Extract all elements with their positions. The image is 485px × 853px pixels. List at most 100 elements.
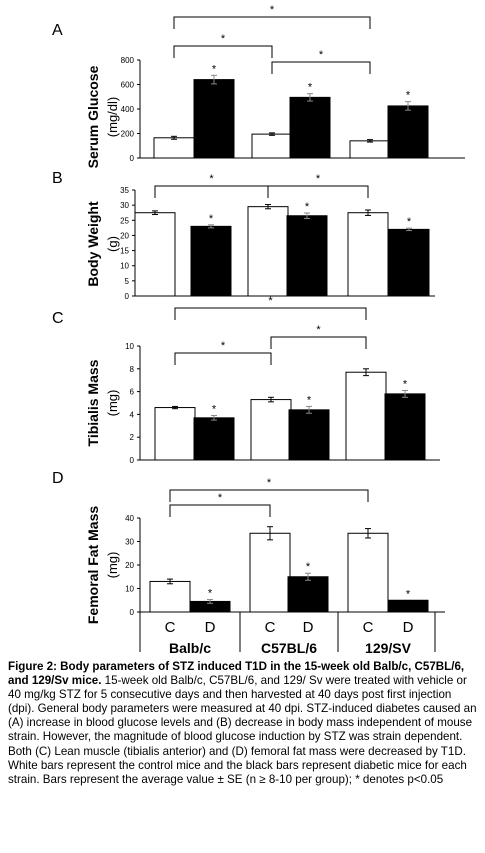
significance-bracket: [154, 185, 269, 198]
bar-control: [345, 371, 387, 461]
y-tick-label: 400: [121, 105, 135, 114]
significance-mark: *: [212, 63, 217, 75]
bar-control: [247, 206, 289, 297]
bracket-label: *: [209, 173, 214, 185]
bar-control: [134, 212, 176, 297]
y-tick-label: 4: [130, 410, 135, 419]
y-tick-label: 35: [120, 186, 129, 195]
group-sublabel: D: [403, 619, 414, 636]
y-tick-label: 30: [120, 201, 129, 210]
significance-mark: *: [306, 561, 311, 573]
significance-bracket: [174, 307, 367, 320]
bar-diabetic: [289, 96, 331, 159]
bar-control: [249, 532, 291, 613]
significance-mark: *: [403, 378, 408, 390]
significance-bracket: [169, 504, 271, 517]
significance-bracket: [169, 489, 369, 502]
bar-diabetic: [387, 105, 429, 159]
bracket-label: *: [267, 477, 272, 489]
bar-diabetic: [190, 225, 232, 297]
caption-body: 15-week old Balb/c, C57BL/6, and 129/ Sv…: [8, 674, 477, 786]
category-label: 129/SV: [365, 640, 412, 655]
y-tick-label: 0: [130, 456, 135, 465]
group-sublabel: D: [303, 619, 314, 636]
y-tick-label: 0: [130, 608, 135, 617]
bracket-label: *: [268, 295, 273, 307]
significance-mark: *: [307, 394, 312, 406]
y-tick-label: 0: [130, 154, 135, 163]
y-tick-label: 0: [125, 292, 130, 301]
bar-diabetic: [193, 79, 235, 159]
group-sublabel: C: [265, 619, 276, 636]
y-tick-label: 15: [120, 247, 129, 256]
bracket-label: *: [218, 492, 223, 504]
significance-bracket: [270, 336, 367, 349]
y-tick-label: 25: [120, 216, 129, 225]
bar-control: [250, 399, 292, 461]
bar-diabetic: [286, 215, 328, 297]
bar-control: [153, 137, 195, 159]
bar-control: [154, 407, 196, 461]
bracket-label: *: [221, 340, 226, 352]
group-sublabel: C: [165, 619, 176, 636]
y-tick-label: 800: [121, 56, 135, 65]
significance-mark: *: [407, 216, 412, 228]
bar-diabetic: [388, 228, 430, 297]
significance-bracket: [174, 352, 272, 365]
panel-letter: C: [52, 310, 64, 327]
category-label: C57BL/6: [261, 640, 317, 655]
y-tick-label: 30: [125, 538, 134, 547]
y-tick-label: 200: [121, 130, 135, 139]
y-axis-unit: (mg/dl): [105, 97, 120, 137]
y-axis-label: Body Weight: [85, 201, 101, 287]
y-axis-label: Serum Glucose: [85, 65, 101, 168]
significance-mark: *: [406, 90, 411, 102]
bar-control: [347, 212, 389, 297]
y-tick-label: 10: [125, 342, 134, 351]
significance-mark: *: [308, 82, 313, 94]
significance-mark: *: [208, 588, 213, 600]
y-axis-label: Femoral Fat Mass: [85, 506, 101, 624]
panel-letter: B: [52, 170, 63, 187]
bar-diabetic: [384, 393, 426, 461]
panel-letter: D: [52, 470, 64, 487]
panel-letter: A: [52, 22, 63, 39]
bar-control: [251, 133, 293, 159]
significance-mark: *: [212, 404, 217, 416]
significance-mark: *: [209, 213, 214, 225]
bar-diabetic: [287, 576, 329, 613]
significance-mark: *: [305, 201, 310, 213]
bracket-label: *: [221, 33, 226, 45]
significance-bracket: [173, 45, 273, 58]
significance-mark: *: [406, 588, 411, 600]
y-tick-label: 20: [125, 561, 134, 570]
y-tick-label: 2: [130, 433, 135, 442]
y-tick-label: 20: [120, 231, 129, 240]
y-tick-label: 10: [125, 585, 134, 594]
bracket-label: *: [270, 4, 275, 16]
y-tick-label: 6: [130, 388, 135, 397]
figure-caption: Figure 2: Body parameters of STZ induced…: [8, 660, 478, 787]
y-axis-unit: (g): [105, 236, 120, 252]
bar-control: [349, 140, 391, 159]
bracket-label: *: [319, 49, 324, 61]
bracket-label: *: [316, 324, 321, 336]
significance-bracket: [271, 61, 371, 74]
bar-control: [347, 532, 389, 613]
y-axis-unit: (mg): [105, 552, 120, 579]
bar-control: [149, 580, 191, 613]
group-sublabel: D: [205, 619, 216, 636]
y-tick-label: 8: [130, 365, 135, 374]
category-label: Balb/c: [169, 640, 211, 655]
bar-diabetic: [288, 409, 330, 461]
caption-lead: Figure 2: Body parameters of STZ induced…: [8, 660, 465, 688]
bar-diabetic: [193, 417, 235, 461]
bracket-label: *: [316, 173, 321, 185]
bar-diabetic: [387, 599, 429, 613]
significance-bracket: [173, 16, 371, 29]
y-tick-label: 40: [125, 514, 134, 523]
y-tick-label: 5: [125, 277, 130, 286]
y-tick-label: 10: [120, 262, 129, 271]
y-axis-unit: (mg): [105, 390, 120, 417]
